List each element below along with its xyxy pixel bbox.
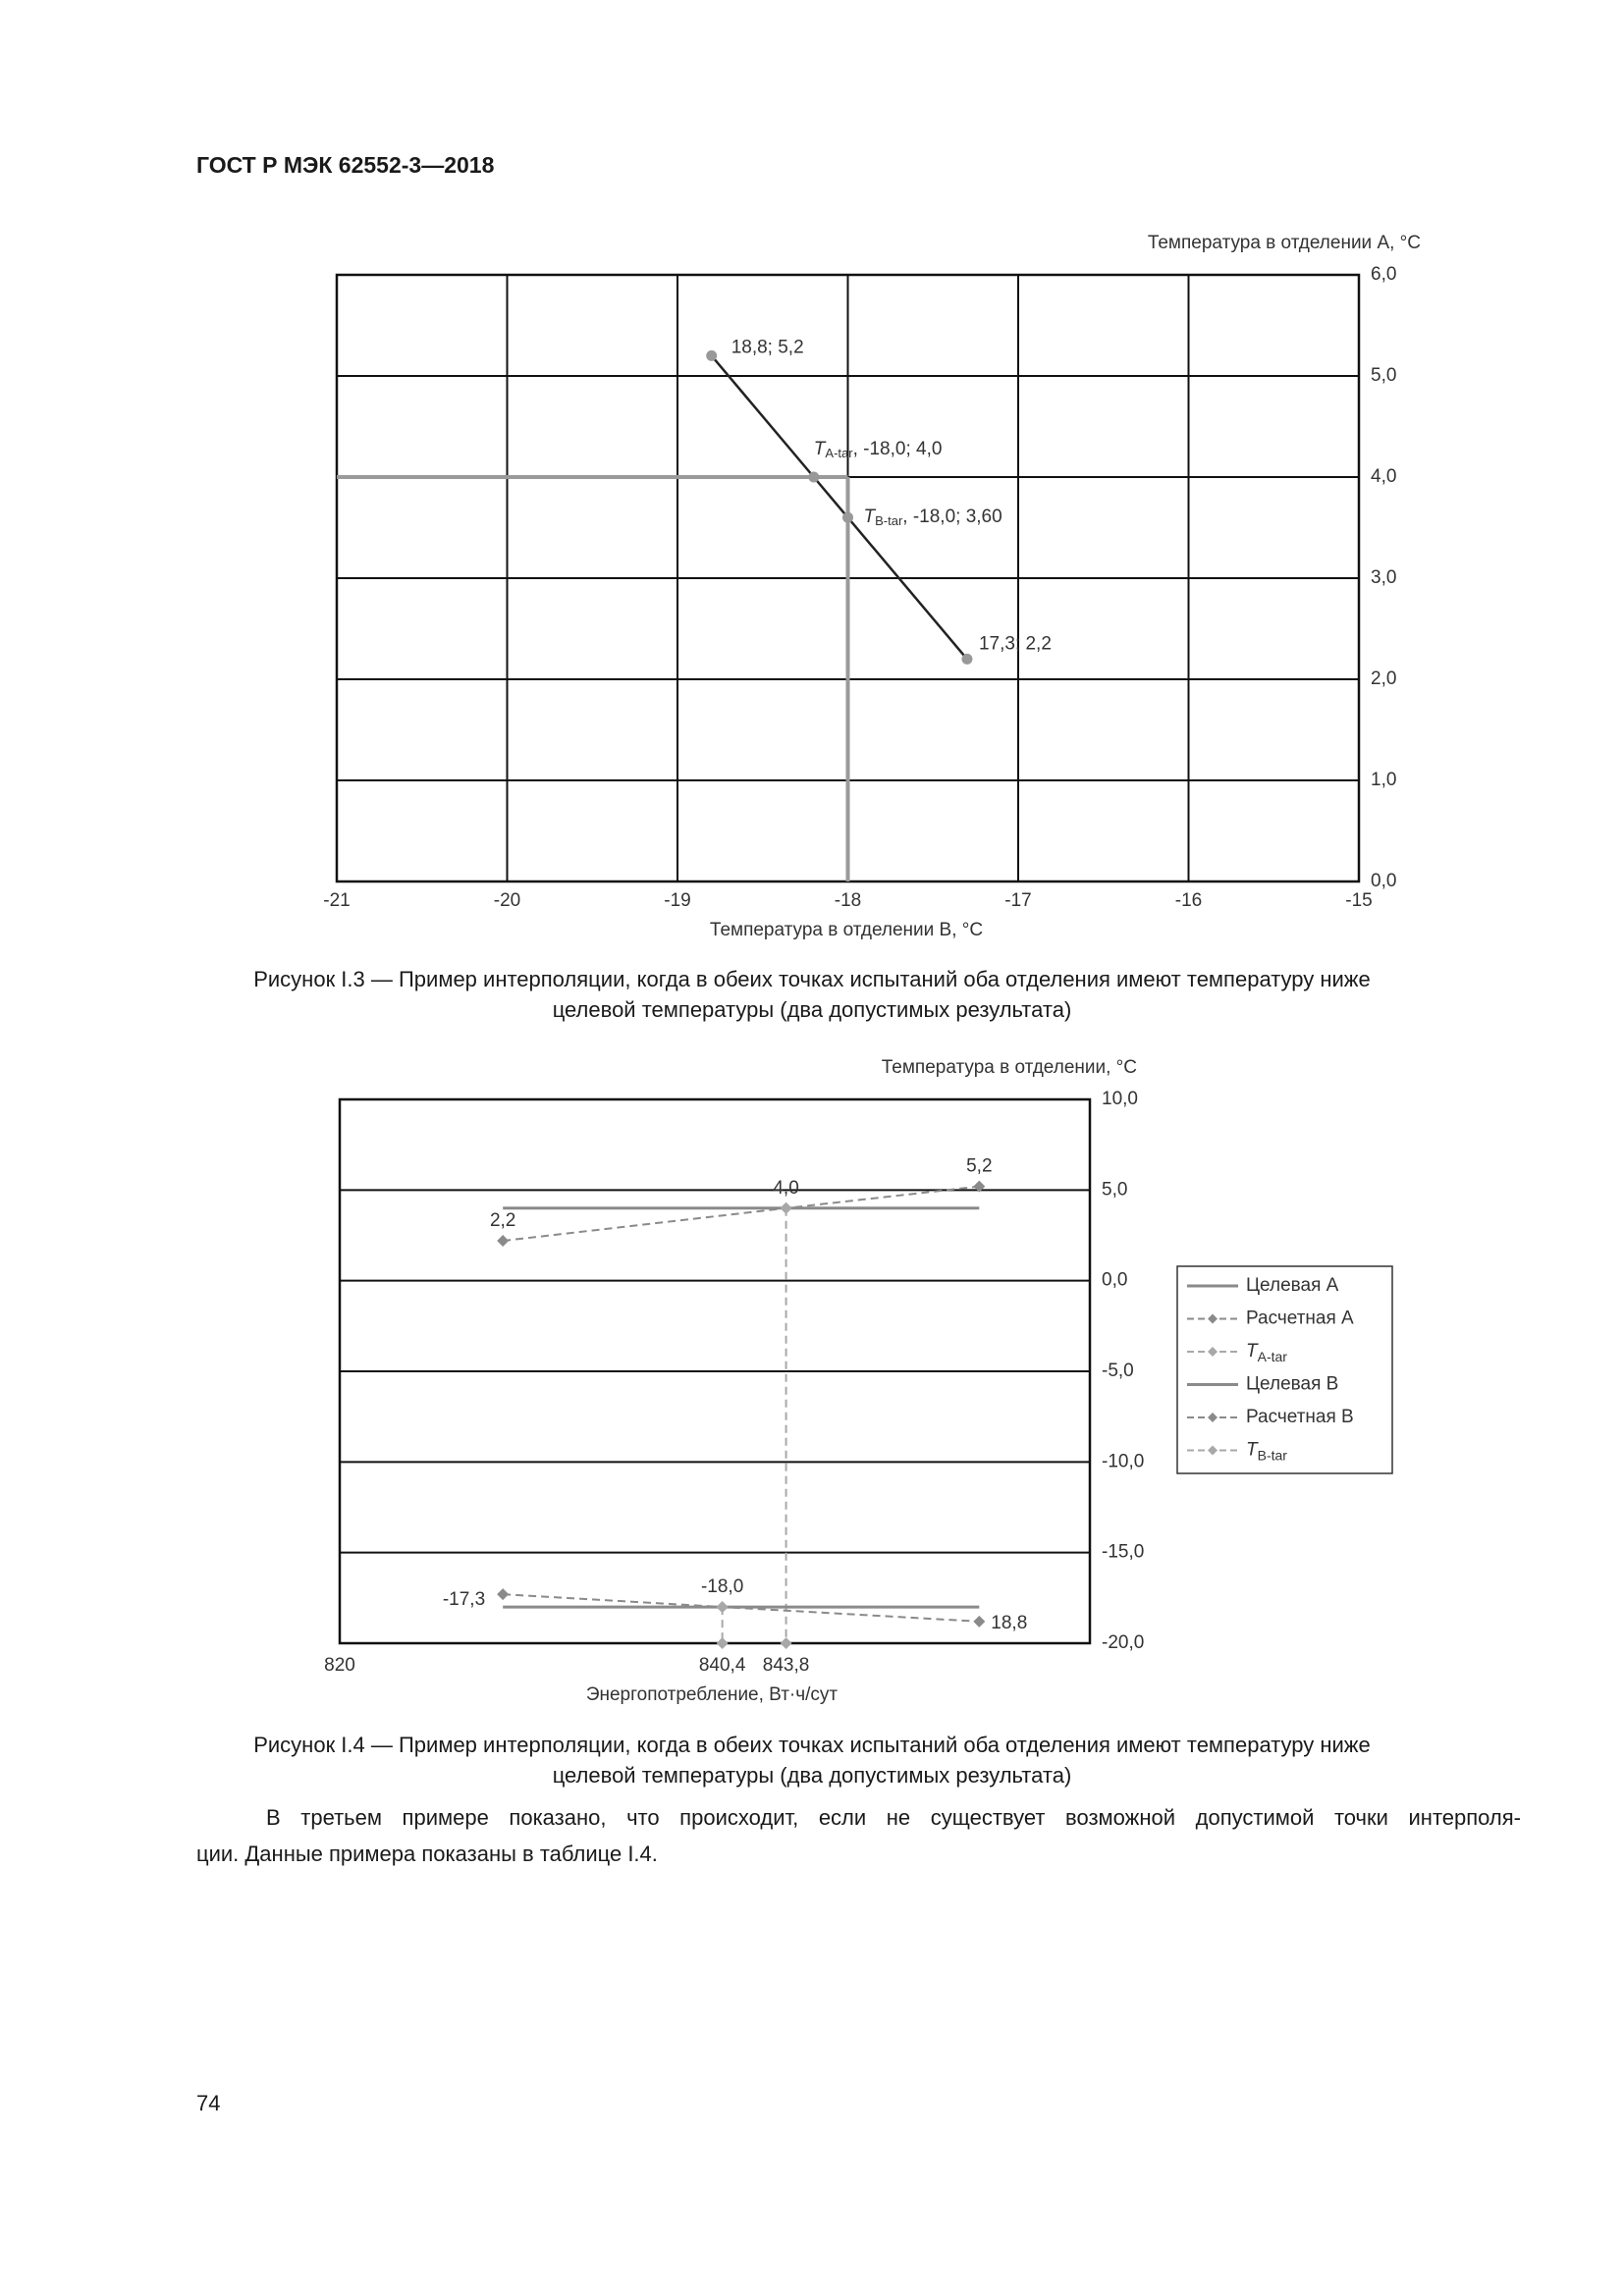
legend-marker [1208,1413,1218,1422]
page-number: 74 [196,2091,221,2115]
caption-line: Рисунок I.3 — Пример интерполяции, когда… [253,967,1371,991]
x-tick-label: -19 [664,890,690,911]
y-axis-title: Температура в отделении, °C [882,1057,1137,1078]
y-tick-label: -20,0 [1102,1632,1144,1653]
data-point [497,1235,510,1248]
legend-label: Целевая B [1246,1374,1338,1395]
value-label: 2,2 [490,1210,515,1231]
paragraph-line: ции. Данные примера показаны в таблице I… [196,1842,658,1866]
caption-line: целевой температуры (два допустимых резу… [552,1763,1072,1788]
y-tick-label: 0,0 [1102,1270,1127,1291]
legend-subscript: A-tar [1258,1349,1288,1364]
y-tick-label: 5,0 [1102,1179,1127,1200]
legend-label: TA-tar [1246,1341,1287,1364]
legend-name: Расчетная B [1246,1407,1354,1427]
point-label: TA-tar, -18,0; 4,0 [814,439,943,460]
symbol: T [864,507,877,527]
label-text: 18,8; 5,2 [731,337,804,357]
data-point [961,653,973,665]
value-label: -18,0 [701,1576,743,1597]
y-tick-label: 6,0 [1371,264,1396,285]
paragraph-line: В третьем примере показано, что происход… [266,1805,1521,1830]
data-point [973,1180,986,1193]
legend-label: Расчетная B [1246,1407,1354,1427]
x-tick-label: -17 [1004,890,1031,911]
y-tick-label: 4,0 [1371,466,1396,487]
y-tick-label: 3,0 [1371,567,1396,588]
point-label: 17,3; 2,2 [979,633,1052,654]
legend-name: Расчетная A [1246,1308,1354,1329]
x-tick-label: -16 [1175,890,1202,911]
subscript: A-tar [825,446,853,460]
data-point [780,1201,792,1214]
y-tick-label: -15,0 [1102,1542,1144,1563]
x-tick-label: 843,8 [763,1655,810,1676]
value-label: 18,8 [991,1613,1027,1633]
x-tick-label: -18 [835,890,861,911]
legend-name: Целевая B [1246,1374,1338,1395]
x-axis-title: Энергопотребление, Вт·ч/сут [586,1684,839,1705]
legend-subscript: B-tar [1258,1447,1288,1463]
data-point [716,1637,729,1649]
x-tick-label: -20 [494,890,520,911]
x-tick-label: 820 [324,1655,355,1676]
y-tick-label: -10,0 [1102,1451,1144,1471]
y-tick-label: 10,0 [1102,1089,1138,1109]
y-tick-label: -5,0 [1102,1361,1134,1381]
legend-name: Целевая A [1246,1275,1339,1296]
data-point [780,1637,792,1649]
data-point [716,1601,729,1614]
data-point [497,1588,510,1601]
point-label: TB-tar, -18,0; 3,60 [864,507,1002,528]
subscript: B-tar [875,514,903,529]
legend-label: Целевая A [1246,1275,1339,1296]
value-label: 4,0 [773,1178,798,1199]
point-label: 18,8; 5,2 [731,337,804,357]
legend-label: TB-tar [1246,1440,1287,1464]
legend-marker [1208,1313,1218,1324]
x-tick-label: 840,4 [699,1655,746,1676]
paragraph: В третьем примере показано, что происход… [196,1799,1521,1872]
legend-name: T [1246,1341,1259,1362]
label-text: 17,3; 2,2 [979,633,1052,654]
series-line [710,354,968,661]
value-label: 5,2 [966,1156,992,1177]
data-point [808,471,820,483]
caption-line: целевой температуры (два допустимых резу… [552,997,1072,1022]
legend-label: Расчетная A [1246,1308,1354,1329]
label-text: , -18,0; 3,60 [902,507,1001,527]
label-text: , -18,0; 4,0 [853,439,943,459]
value-label: -17,3 [443,1589,485,1610]
y-tick-label: 1,0 [1371,770,1396,790]
plot-frame [338,1097,1092,1645]
x-axis-title: Температура в отделении B, °C [710,920,983,940]
caption: Рисунок I.3 — Пример интерполяции, когда… [0,964,1624,1025]
y-tick-label: 5,0 [1371,365,1396,386]
legend-marker [1208,1445,1218,1456]
legend-box [1176,1265,1393,1474]
data-point [842,511,853,523]
legend-marker [1208,1347,1218,1357]
header-title: ГОСТ Р МЭК 62552-3—2018 [196,152,495,178]
y-tick-label: 2,0 [1371,668,1396,689]
caption: Рисунок I.4 — Пример интерполяции, когда… [0,1730,1624,1790]
y-tick-label: 0,0 [1371,871,1396,891]
x-tick-label: -21 [323,890,350,911]
data-point [706,349,718,361]
legend-name: T [1246,1440,1259,1461]
x-tick-label: -15 [1345,890,1372,911]
symbol: T [814,439,827,459]
series-line [503,1185,980,1243]
caption-line: Рисунок I.4 — Пример интерполяции, когда… [253,1733,1371,1757]
y-axis-title: Температура в отделении A, °C [1148,233,1421,253]
data-point [973,1615,986,1628]
